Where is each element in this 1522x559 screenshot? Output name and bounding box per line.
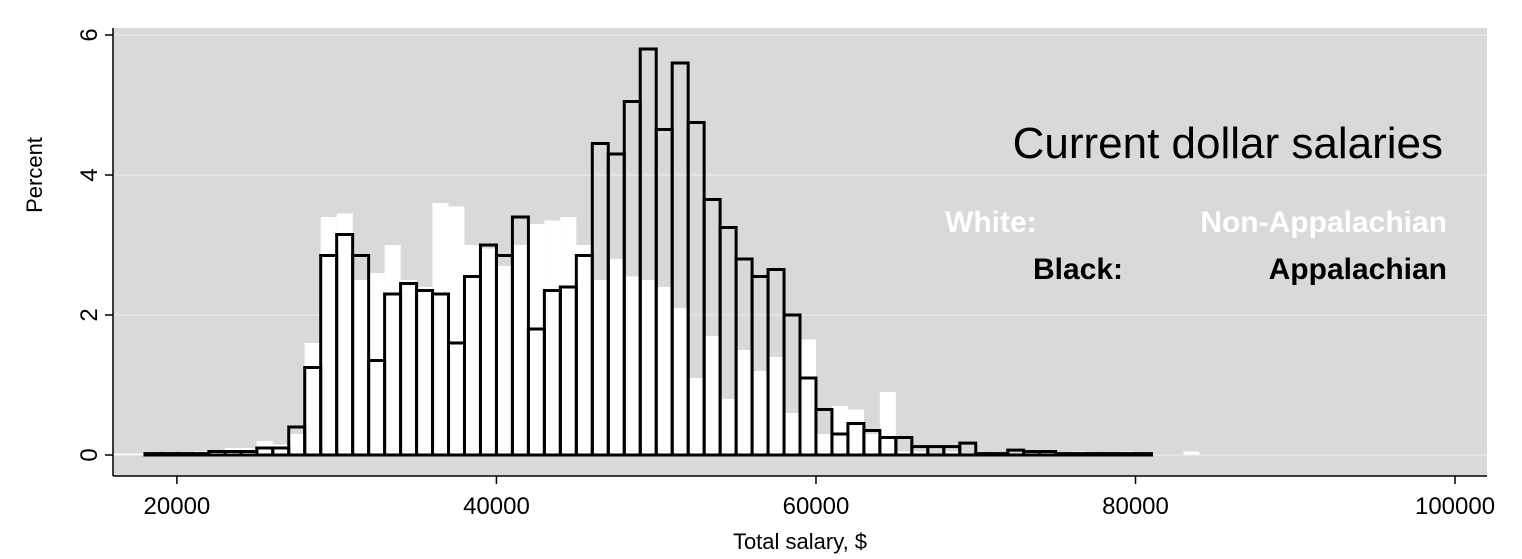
bar-appalachian-13	[351, 254, 371, 457]
bar-non-appalachian-24	[496, 266, 513, 455]
bar-non-appalachian-35	[672, 308, 689, 455]
bar-non-appalachian-19	[416, 287, 433, 455]
y-tick-label-0: 0	[76, 448, 103, 461]
bar-non-appalachian-64	[1183, 451, 1200, 455]
bar-appalachian-61	[1118, 452, 1138, 457]
bar-non-appalachian-22	[464, 245, 481, 455]
bar-non-appalachian-1	[128, 453, 145, 455]
bar-non-appalachian-25	[512, 245, 529, 455]
bar-non-appalachian-6	[208, 451, 225, 455]
bar-appalachian-2	[175, 452, 195, 457]
x-tick-label-4: 100000	[1415, 493, 1495, 520]
bar-non-appalachian-45	[831, 406, 848, 455]
bar-non-appalachian-30	[592, 280, 609, 455]
bar-non-appalachian-36	[688, 378, 705, 455]
bar-appalachian-58	[1070, 452, 1090, 457]
bar-non-appalachian-44	[815, 434, 832, 455]
legend-white-name: Non-Appalachian	[1200, 206, 1447, 239]
legend-black-name: Appalachian	[1269, 253, 1447, 286]
bar-non-appalachian-43	[800, 339, 816, 455]
bar-non-appalachian-16	[368, 273, 385, 455]
bar-non-appalachian-48	[879, 392, 896, 455]
bar-appalachian-51	[958, 441, 978, 457]
bar-non-appalachian-32	[624, 276, 641, 455]
bar-appalachian-1	[159, 452, 179, 457]
legend-black-label: Black:	[1033, 253, 1123, 286]
bar-non-appalachian-13	[320, 217, 337, 455]
bar-non-appalachian-21	[448, 206, 465, 455]
x-tick-label-2: 60000	[783, 493, 850, 520]
bar-non-appalachian-11	[288, 434, 305, 455]
x-tick-label-3: 80000	[1102, 493, 1169, 520]
bar-non-appalachian-29	[576, 245, 593, 455]
bar-non-appalachian-17	[384, 245, 401, 455]
bar-non-appalachian-27	[544, 220, 561, 455]
bar-non-appalachian-15	[352, 280, 369, 455]
bar-non-appalachian-50	[911, 451, 928, 455]
bar-appalachian-3	[191, 452, 211, 457]
bar-non-appalachian-41	[768, 357, 785, 455]
bar-appalachian-0	[143, 452, 163, 457]
bar-non-appalachian-23	[480, 248, 497, 455]
bar-non-appalachian-42	[784, 413, 800, 455]
legend-white-label: White:	[945, 206, 1037, 239]
bar-non-appalachian-18	[400, 280, 417, 455]
bar-non-appalachian-40	[752, 371, 769, 455]
y-axis-title: Percent	[22, 137, 47, 213]
bar-non-appalachian-33	[640, 280, 657, 455]
x-axis: 20000 40000 60000 80000 100000	[113, 475, 1495, 520]
y-tick-label-2: 4	[76, 168, 103, 181]
bar-non-appalachian-34	[656, 287, 673, 455]
bar-non-appalachian-47	[863, 434, 880, 455]
y-tick-label-3: 6	[76, 28, 103, 41]
bar-non-appalachian-37	[704, 336, 721, 455]
bar-appalachian-57	[1054, 452, 1074, 457]
x-tick-label-1: 40000	[463, 493, 530, 520]
bar-non-appalachian-38	[720, 399, 737, 455]
series-appalachian	[143, 47, 1153, 457]
bar-appalachian-59	[1086, 452, 1106, 457]
y-tick-label-1: 2	[76, 308, 103, 321]
bar-non-appalachian-49	[895, 451, 912, 455]
bar-non-appalachian-0	[113, 453, 129, 455]
series-non-appalachian	[113, 203, 1200, 455]
bar-non-appalachian-12	[304, 343, 321, 455]
annotation-title: Current dollar salaries	[1013, 119, 1443, 168]
bar-non-appalachian-52	[943, 451, 960, 455]
bar-appalachian-60	[1102, 452, 1122, 457]
bar-non-appalachian-14	[336, 213, 353, 455]
bar-non-appalachian-46	[847, 409, 864, 455]
bar-non-appalachian-20	[432, 203, 449, 455]
bar-appalachian-62	[1134, 452, 1153, 457]
bar-non-appalachian-10	[272, 444, 289, 455]
x-tick-label-0: 20000	[144, 493, 211, 520]
y-axis: 0 2 4 6	[76, 28, 114, 476]
bar-non-appalachian-39	[736, 350, 753, 455]
bar-non-appalachian-28	[560, 217, 577, 455]
bar-appalachian-53	[990, 452, 1010, 457]
bar-non-appalachian-31	[608, 259, 625, 455]
x-axis-title: Total salary, $	[733, 529, 867, 554]
bar-appalachian-52	[974, 452, 994, 457]
bar-appalachian-42	[814, 408, 834, 457]
bar-non-appalachian-26	[528, 224, 545, 455]
